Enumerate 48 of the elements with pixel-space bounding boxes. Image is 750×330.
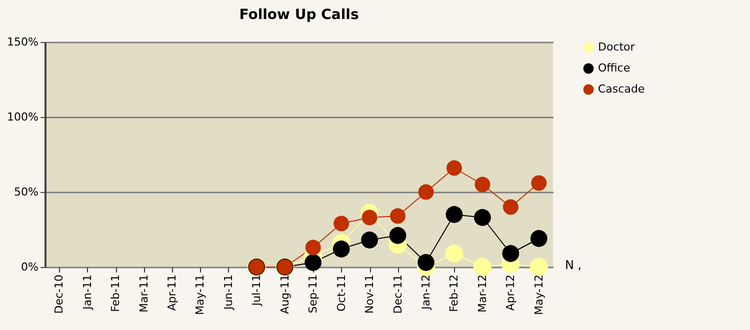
point [474, 209, 491, 226]
legend-label: Office [598, 62, 630, 74]
point [334, 216, 350, 232]
legend-label: Doctor [598, 40, 636, 54]
y-tick-label: 50% [14, 186, 38, 198]
y-tick-label: 100% [7, 110, 38, 124]
x-tick-label: Aug-11 [278, 274, 292, 314]
point [474, 176, 490, 192]
point [446, 160, 462, 176]
point [305, 240, 321, 256]
x-tick-label: Dec-11 [391, 274, 404, 314]
x-tick-label: Jan-12 [420, 274, 432, 310]
legend-label: Cascade [598, 82, 645, 96]
x-tick-label: May-11 [194, 274, 207, 316]
x-tick-label: Mar-11 [137, 274, 150, 313]
point [473, 258, 492, 276]
point [446, 206, 463, 223]
x-tick-label: Jan-11 [80, 274, 94, 310]
point [502, 245, 520, 262]
x-tick-label: Dec-10 [52, 274, 66, 314]
point [304, 254, 322, 271]
x-tick-label: May-12 [532, 274, 546, 316]
point [389, 227, 406, 244]
x-tick-label: Jun-11 [222, 274, 235, 311]
point [445, 244, 464, 263]
x-tick-label: Feb-12 [448, 274, 461, 312]
x-tick-label: Oct-11 [334, 274, 348, 312]
x-tick-label: Nov-11 [363, 274, 376, 314]
x-tick-label: Mar-12 [476, 274, 489, 313]
x-tick-label: Jul-11 [250, 274, 264, 307]
point [362, 210, 378, 226]
x-tick-label: Apr-12 [504, 274, 518, 311]
point [530, 258, 548, 276]
point [531, 175, 547, 191]
y-tick-label: 150% [7, 36, 38, 48]
x-tick-label: Apr-11 [166, 274, 178, 311]
x-tick-label: Feb-11 [109, 274, 122, 312]
point [361, 232, 378, 248]
x-tick-label: Sep-11 [306, 274, 320, 314]
point [332, 240, 350, 258]
point [530, 230, 548, 247]
chart-title: Follow Up Calls [239, 7, 359, 23]
y-tick-label: 0% [21, 260, 38, 274]
point [418, 254, 434, 271]
point [418, 184, 434, 200]
text: N , [565, 258, 582, 272]
point [502, 199, 518, 215]
point [390, 208, 406, 224]
